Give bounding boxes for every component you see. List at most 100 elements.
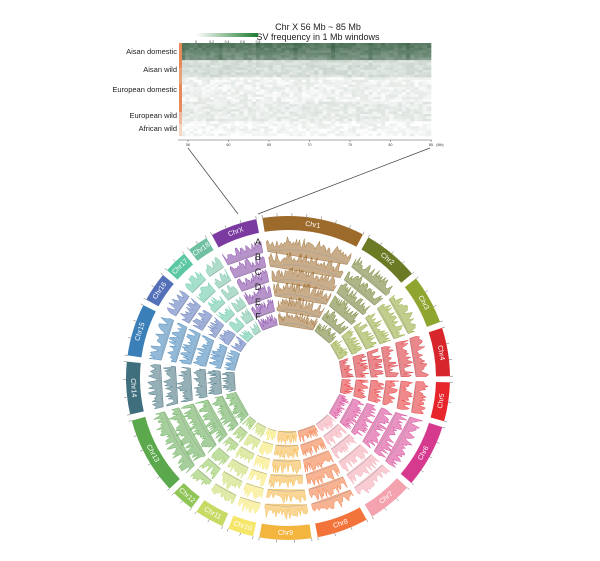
heatmap-cell [294, 124, 298, 127]
heatmap-cell [331, 63, 335, 66]
heatmap-cell [381, 80, 385, 83]
heatmap-cell [356, 92, 360, 95]
heatmap-cell [244, 63, 248, 66]
heatmap-cell [264, 75, 268, 78]
heatmap-cell [185, 94, 189, 97]
heatmap-cell [231, 107, 235, 110]
heatmap-cell [373, 65, 377, 68]
heatmap-cell [289, 43, 293, 46]
heatmap-cell [194, 107, 198, 110]
heatmap-cell [244, 85, 248, 88]
heatmap-cell [235, 102, 239, 105]
heatmap-cell [369, 104, 373, 107]
heatmap-cell [210, 97, 214, 100]
heatmap-cell [398, 80, 402, 83]
heatmap-cell [323, 72, 327, 75]
heatmap-cell [331, 50, 335, 53]
heatmap-cell [277, 92, 281, 95]
heatmap-cell [410, 119, 414, 122]
heatmap-cell [210, 90, 214, 93]
heatmap-cell [306, 53, 310, 56]
heatmap-cell [252, 94, 256, 97]
heatmap-cell [185, 53, 189, 56]
heatmap-cell [289, 87, 293, 90]
heatmap-cell [289, 72, 293, 75]
heatmap-cell [310, 58, 314, 61]
heatmap-cell [423, 87, 427, 90]
heatmap-cell [273, 131, 277, 134]
x-tick-label: 56 [186, 143, 190, 147]
heatmap-cell [319, 55, 323, 58]
heatmap-cell [352, 94, 356, 97]
heatmap-cell [239, 99, 243, 102]
heatmap-cell [223, 102, 227, 105]
heatmap-cell [314, 63, 318, 66]
heatmap-cell [344, 126, 348, 129]
heatmap-cell [402, 72, 406, 75]
heatmap-cell [423, 45, 427, 48]
heatmap-cell [402, 94, 406, 97]
heatmap-cell [281, 99, 285, 102]
heatmap-cell [302, 94, 306, 97]
heatmap-cell [235, 99, 239, 102]
chromosome-tick [161, 273, 163, 275]
heatmap-cell [206, 112, 210, 115]
heatmap-cell [406, 102, 410, 105]
heatmap-cell [252, 48, 256, 51]
heatmap-cell [198, 72, 202, 75]
heatmap-cell [344, 114, 348, 117]
heatmap-cell [331, 85, 335, 88]
heatmap-cell [206, 126, 210, 129]
heatmap-cell [252, 109, 256, 112]
heatmap-cell [269, 104, 273, 107]
heatmap-cell [356, 77, 360, 80]
heatmap-cell [239, 126, 243, 129]
heatmap-cell [231, 50, 235, 53]
heatmap-cell [198, 58, 202, 61]
heatmap-cell [252, 77, 256, 80]
heatmap-cell [206, 90, 210, 93]
heatmap-cell [269, 116, 273, 119]
heatmap-cell [373, 55, 377, 58]
heatmap-cell [239, 112, 243, 115]
heatmap-cell [369, 112, 373, 115]
heatmap-cell [414, 119, 418, 122]
heatmap-cell [239, 104, 243, 107]
heatmap-cell [331, 104, 335, 107]
heatmap-cell [348, 114, 352, 117]
heatmap-cell [273, 82, 277, 85]
heatmap-cell [394, 116, 398, 119]
heatmap-cell [381, 104, 385, 107]
sv-density-track [231, 297, 246, 313]
heatmap-cell [235, 48, 239, 51]
heatmap-cell [198, 45, 202, 48]
heatmap-cell [364, 107, 368, 110]
heatmap-cell [423, 124, 427, 127]
heatmap-cell [398, 131, 402, 134]
heatmap-cell [402, 77, 406, 80]
heatmap-cell [306, 75, 310, 78]
heatmap-cell [419, 55, 423, 58]
heatmap-cell [352, 114, 356, 117]
heatmap-cell [202, 121, 206, 124]
heatmap-cell [264, 116, 268, 119]
x-tick-label: 65 [267, 143, 271, 147]
heatmap-cell [406, 82, 410, 85]
heatmap-cell [327, 99, 331, 102]
heatmap-cell [314, 102, 318, 105]
heatmap-cell [264, 77, 268, 80]
heatmap-cell [219, 109, 223, 112]
heatmap-cell [256, 53, 260, 56]
heatmap-cell [427, 131, 431, 134]
heatmap-cell [298, 70, 302, 73]
heatmap-cell [414, 114, 418, 117]
heatmap-cell [214, 80, 218, 83]
heatmap-cell [219, 97, 223, 100]
heatmap-cell [389, 109, 393, 112]
heatmap-cell [348, 99, 352, 102]
heatmap-cell [385, 102, 389, 105]
heatmap-cell [414, 45, 418, 48]
heatmap-cell [269, 97, 273, 100]
heatmap-cell [323, 99, 327, 102]
heatmap-cell [394, 124, 398, 127]
